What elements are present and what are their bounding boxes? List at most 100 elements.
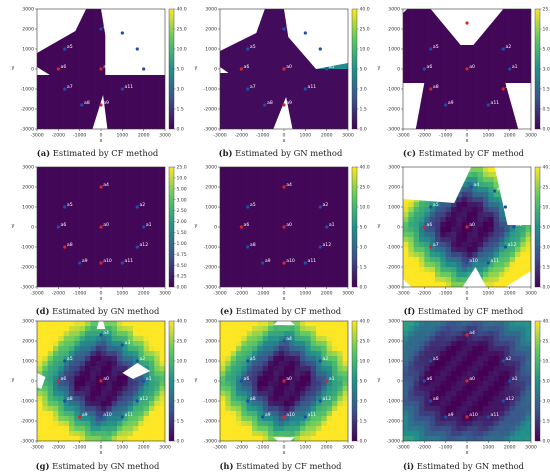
colorbar-tick-label: 3.0 xyxy=(543,399,550,405)
sensor-label: a2 xyxy=(139,356,145,362)
unestimated-region xyxy=(494,167,531,225)
sensor-label: a6 xyxy=(427,222,433,228)
colorbar-tick-label: 1.5 xyxy=(360,419,367,425)
sensor-point xyxy=(282,415,286,419)
sensor-point xyxy=(465,225,469,229)
x-axis-label: x xyxy=(466,296,469,302)
unestimated-region xyxy=(403,167,472,203)
x-tick-label: 1000 xyxy=(482,445,494,451)
y-tick-label: -2000 xyxy=(21,265,34,271)
y-tick-label: 1000 xyxy=(205,47,217,53)
colorbar-tick-label: 40.0 xyxy=(360,319,370,325)
caption-h: (h) Estimated by CF method xyxy=(189,461,372,471)
x-tick-label: 2000 xyxy=(321,291,333,297)
sensor-label: a9 xyxy=(265,258,271,264)
sensor-point xyxy=(261,415,265,419)
colorbar-tick-label: 25.0 xyxy=(177,165,187,171)
x-tick-label: -3000 xyxy=(213,291,226,297)
sensor-label: a1 xyxy=(329,222,335,228)
colorbar-tick-label: 25.0 xyxy=(360,185,370,191)
y-tick-label: -1000 xyxy=(387,87,400,93)
x-tick-label: -2000 xyxy=(418,445,431,451)
unestimated-region xyxy=(122,363,151,379)
y-tick-label: -1000 xyxy=(204,87,217,93)
x-tick-label: -1000 xyxy=(73,133,86,139)
sensor-point xyxy=(501,47,505,51)
sensor-label: a5 xyxy=(250,44,256,50)
sensor-label: a0 xyxy=(103,376,109,382)
sensor-point xyxy=(78,415,82,419)
colorbar-tick-label: 40.0 xyxy=(543,319,550,325)
colorbar xyxy=(534,166,541,288)
sensor-label: a12 xyxy=(505,84,514,90)
colorbar-tick-label: 10.0 xyxy=(360,205,370,211)
x-tick-label: -1000 xyxy=(439,133,452,139)
caption-letter: (c) xyxy=(402,148,416,158)
sensor-point xyxy=(429,47,433,51)
y-tick-label: 0 xyxy=(397,225,400,231)
sensor-label: a2 xyxy=(139,44,145,50)
sensor-label: a4 xyxy=(103,182,109,188)
sensor-point xyxy=(120,415,124,419)
chart-e: -3000 -2000 -1000 0 1000 2000 3000 -3000 -2000 -1… xyxy=(195,165,370,302)
sensor-label: a2 xyxy=(322,356,328,362)
colorbar-tick-label: 0.75 xyxy=(177,252,187,258)
x-tick-label: 1000 xyxy=(116,445,128,451)
sensor-point xyxy=(493,189,497,193)
chart-g: -3000 -2000 -1000 0 1000 2000 3000 -3000 -2000 -1… xyxy=(12,319,187,456)
y-axis-label: y xyxy=(378,65,381,71)
sensor-point xyxy=(444,103,448,107)
unestimated-region xyxy=(273,321,295,325)
sensor-label: a0 xyxy=(469,64,475,70)
sensor-label: a5 xyxy=(433,202,439,208)
x-tick-label: 1000 xyxy=(299,445,311,451)
y-tick-label: 2000 xyxy=(205,185,217,191)
heatmap-area xyxy=(403,167,531,287)
sensor-label: a0 xyxy=(469,376,475,382)
sensor-label: a0 xyxy=(286,64,292,70)
unestimated-region xyxy=(101,9,165,75)
sensor-point xyxy=(465,333,469,337)
sensor-label: a7 xyxy=(250,84,256,90)
colorbar-tick-label: 0.0 xyxy=(360,127,367,133)
chart-d: -3000 -2000 -1000 0 1000 2000 3000 -3000 -2000 -1… xyxy=(12,165,187,302)
x-tick-label: -1000 xyxy=(256,445,269,451)
y-tick-label: 0 xyxy=(31,67,34,73)
x-tick-label: 0 xyxy=(283,133,286,139)
x-tick-label: -2000 xyxy=(52,133,65,139)
sensor-label: a5 xyxy=(433,356,439,362)
sensor-label: a10 xyxy=(286,412,295,418)
chart-c: -3000 -2000 -1000 0 1000 2000 3000 -3000 -2000 -1… xyxy=(378,7,550,144)
colorbar xyxy=(351,166,358,288)
sensor-point xyxy=(120,87,124,91)
colorbar xyxy=(168,320,175,442)
sensor-label: a10 xyxy=(469,412,478,418)
colorbar xyxy=(168,8,175,130)
colorbar-tick-label: 10.0 xyxy=(543,27,550,33)
sensor-label: a8 xyxy=(433,396,439,402)
sensor-point xyxy=(303,261,307,265)
heatmap-area xyxy=(37,9,165,129)
sensor-label: a12 xyxy=(322,396,331,402)
sensor-point xyxy=(486,103,490,107)
sensor-point xyxy=(135,47,139,51)
sensor-label: a4 xyxy=(469,330,475,336)
sensor-label: a0 xyxy=(469,222,475,228)
y-tick-label: -1000 xyxy=(204,245,217,251)
x-tick-label: 3000 xyxy=(159,133,171,139)
colorbar-tick-label: 25.0 xyxy=(543,185,550,191)
y-tick-label: -3000 xyxy=(387,127,400,133)
y-tick-label: -2000 xyxy=(204,419,217,425)
sensor-point xyxy=(422,225,426,229)
y-tick-label: 3000 xyxy=(205,319,217,325)
sensor-label: a5 xyxy=(250,202,256,208)
sensor-label: a12 xyxy=(139,396,148,402)
sensor-label: a6 xyxy=(244,64,250,70)
colorbar-tick-label: 0.5 xyxy=(543,107,550,113)
x-tick-label: 1000 xyxy=(299,291,311,297)
sensor-point xyxy=(78,261,82,265)
sensor-point xyxy=(303,415,307,419)
x-tick-label: 0 xyxy=(100,445,103,451)
colorbar-tick-label: 2.00 xyxy=(177,219,187,225)
y-tick-label: 0 xyxy=(214,67,217,73)
